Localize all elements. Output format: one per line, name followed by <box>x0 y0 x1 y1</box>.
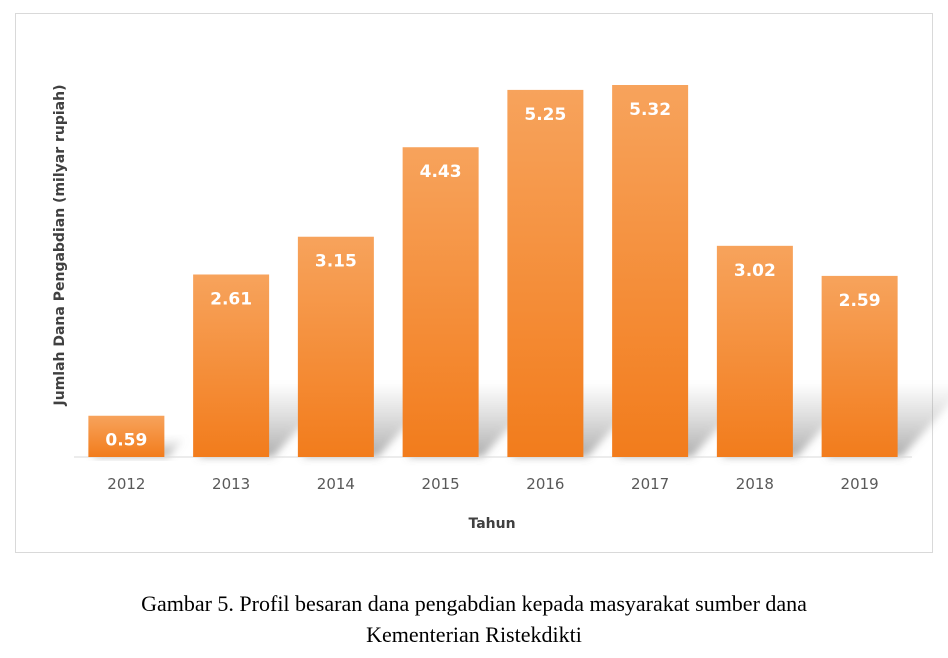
bar-2012 <box>88 415 165 457</box>
x-tick-2014: 2014 <box>317 475 355 493</box>
x-tick-2019: 2019 <box>841 475 879 493</box>
caption-line-2: Kementerian Ristekdikti <box>366 622 582 647</box>
data-label-2013: 2.61 <box>210 289 252 309</box>
bar-2015 <box>402 147 479 457</box>
bar-2013 <box>193 274 270 457</box>
bar-2016 <box>507 89 584 457</box>
bar-2014 <box>297 236 374 457</box>
x-tick-2013: 2013 <box>212 475 250 493</box>
x-tick-2018: 2018 <box>736 475 774 493</box>
data-label-2018: 3.02 <box>734 261 776 281</box>
data-label-2017: 5.32 <box>629 100 671 120</box>
data-label-2019: 2.59 <box>839 291 881 311</box>
data-label-2016: 5.25 <box>524 105 566 125</box>
figure-caption: Gambar 5. Profil besaran dana pengabdian… <box>0 588 948 650</box>
x-tick-2017: 2017 <box>631 475 669 493</box>
x-axis-label: Tahun <box>468 516 516 532</box>
data-label-2014: 3.15 <box>315 252 357 272</box>
x-tick-2012: 2012 <box>107 475 145 493</box>
bar-2019 <box>821 275 898 457</box>
data-label-2015: 4.43 <box>420 162 462 182</box>
bar-chart: 0.59 2.61 3.15 4.43 5.25 5.32 3.02 2.59 2012 201… <box>74 85 948 493</box>
x-tick-2015: 2015 <box>422 475 460 493</box>
y-axis-label: Jumlah Dana Pengabdian (milyar rupiah) <box>52 84 68 406</box>
x-tick-2016: 2016 <box>526 475 564 493</box>
caption-line-1: Gambar 5. Profil besaran dana pengabdian… <box>141 591 807 616</box>
bar-2017 <box>612 85 689 457</box>
bar-2018 <box>716 245 793 457</box>
data-label-2012: 0.59 <box>105 431 147 451</box>
